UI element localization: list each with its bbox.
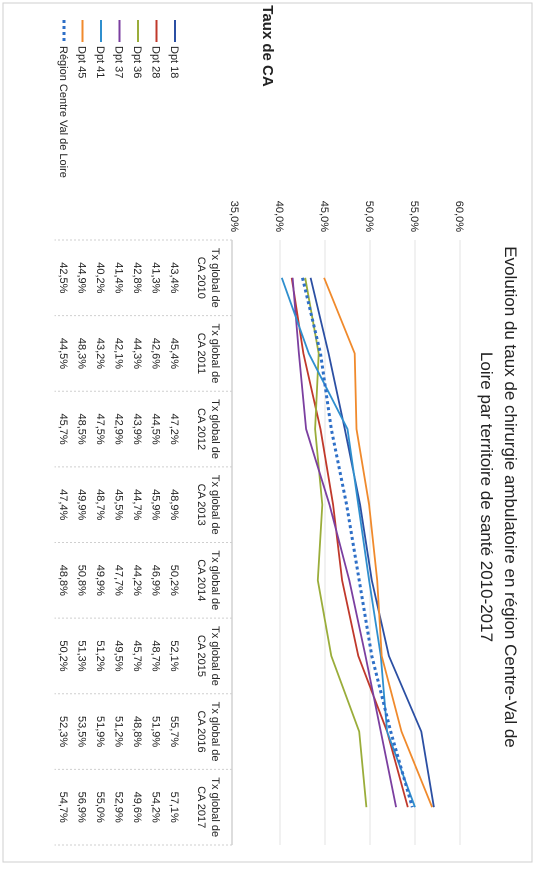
category-label: Tx global deCA 2012 [195,399,221,459]
data-label: 56,9% [76,792,88,823]
category-label: Tx global deCA 2010 [195,248,221,308]
data-label: 51,9% [94,716,106,747]
data-label: 51,2% [94,640,106,671]
data-label: 44,7% [131,489,143,520]
legend-label: Dpt 28 [150,46,162,78]
data-label: 46,9% [150,565,162,596]
legend-label: Dpt 36 [131,46,143,78]
category-label: Tx global deCA 2011 [195,323,221,383]
series-line [290,277,409,808]
category-label: Tx global deCA 2017 [195,777,221,837]
legend-label: Dpt 18 [168,46,180,78]
data-label: 49,6% [131,792,143,823]
y-tick-label: 50,0% [363,201,375,232]
y-tick-label: 35,0% [228,201,240,232]
data-label: 41,4% [113,262,125,293]
category-label: Tx global deCA 2016 [195,702,221,762]
legend-label: Dpt 37 [113,46,125,78]
data-label: 48,3% [76,338,88,369]
data-label: 44,5% [150,413,162,444]
data-label: 45,7% [131,640,143,671]
data-label: 48,7% [150,640,162,671]
data-label: 48,9% [168,489,180,520]
data-label: 40,2% [94,262,106,293]
data-label: 44,5% [57,338,69,369]
series-line [304,277,368,808]
legend-label: Région Centre Val de Loire [57,46,69,178]
chart-title-line-1: Evolution du taux de chirurgie ambulatoi… [501,246,520,747]
category-label: Tx global deCA 2013 [195,475,221,535]
y-tick-label: 40,0% [273,201,285,232]
data-label: 52,3% [57,716,69,747]
y-tick-label: 60,0% [453,201,465,232]
data-label: 50,8% [76,565,88,596]
data-label: 45,5% [113,489,125,520]
data-label: 49,9% [76,489,88,520]
data-label: 43,2% [94,338,106,369]
data-label: 48,7% [94,489,106,520]
header-label: Taux de CA [259,5,276,87]
category-label: Tx global deCA 2014 [195,550,221,610]
data-label: 54,2% [150,792,162,823]
series-line [301,277,414,808]
data-label: 42,9% [113,413,125,444]
data-label: 48,8% [57,565,69,596]
data-label: 50,2% [57,640,69,671]
data-label: 41,3% [150,262,162,293]
data-label: 47,5% [94,413,106,444]
data-label: 45,7% [57,413,69,444]
data-label: 42,6% [150,338,162,369]
series-line [309,277,435,808]
data-label: 50,2% [168,565,180,596]
data-label: 45,9% [150,489,162,520]
data-label: 42,5% [57,262,69,293]
data-label: 48,5% [76,413,88,444]
data-label: 57,1% [168,792,180,823]
data-label: 42,8% [131,262,143,293]
legend-label: Dpt 45 [76,46,88,78]
data-label: 55,7% [168,716,180,747]
data-label: 54,7% [57,792,69,823]
series-line [323,277,433,808]
data-label: 43,9% [131,413,143,444]
chart-title-line-2: Loire par territoire de santé 2010-2017 [477,352,496,642]
data-label: 44,2% [131,565,143,596]
data-label: 52,1% [168,640,180,671]
data-label: 47,4% [57,489,69,520]
data-label: 47,2% [168,413,180,444]
data-label: 51,9% [150,716,162,747]
data-label: 49,9% [94,565,106,596]
data-label: 44,9% [76,262,88,293]
category-label: Tx global deCA 2015 [195,626,221,686]
data-label: 44,3% [131,338,143,369]
legend-label: Dpt 41 [94,46,106,78]
series-line [291,277,397,808]
data-label: 51,2% [113,716,125,747]
data-label: 52,9% [113,792,125,823]
data-label: 47,7% [113,565,125,596]
series-line [280,277,416,808]
data-label: 43,4% [168,262,180,293]
y-tick-label: 45,0% [318,201,330,232]
data-label: 55,0% [94,792,106,823]
y-tick-label: 55,0% [408,201,420,232]
data-label: 48,8% [131,716,143,747]
data-label: 49,5% [113,640,125,671]
data-label: 51,3% [76,640,88,671]
data-label: 45,4% [168,338,180,369]
data-label: 53,5% [76,716,88,747]
data-label: 42,1% [113,338,125,369]
